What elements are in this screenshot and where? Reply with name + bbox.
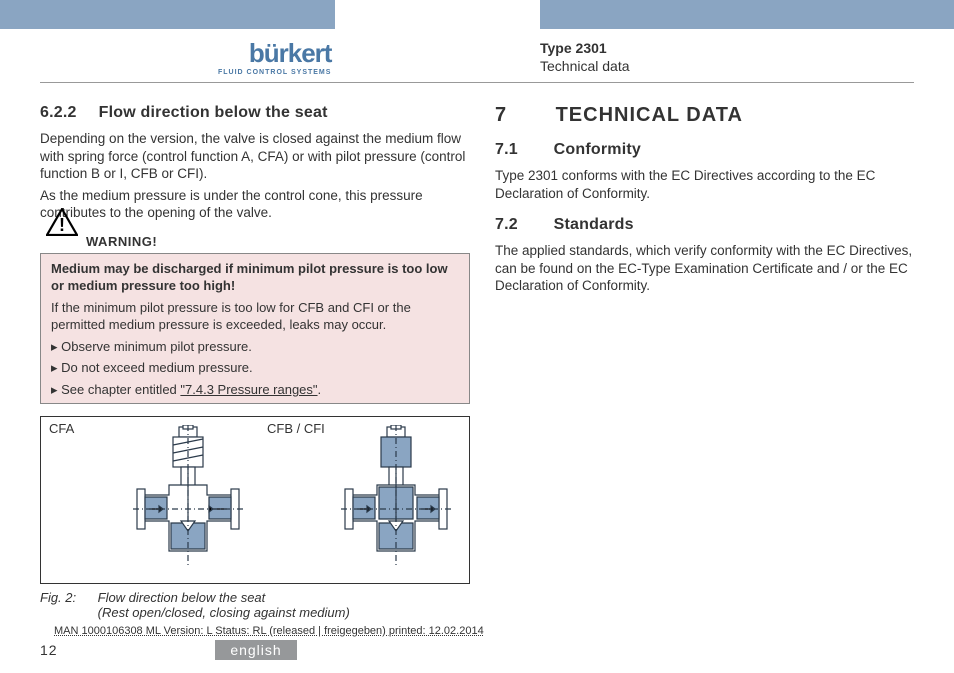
top-bar-left [0, 0, 335, 29]
logo-text: bürkert [218, 38, 331, 69]
top-bar-right [540, 0, 954, 29]
section-heading-7: 7 TECHNICAL DATA [495, 104, 925, 127]
logo: bürkert FLUID CONTROL SYSTEMS [218, 38, 331, 76]
paragraph: Depending on the version, the valve is c… [40, 130, 470, 183]
right-column: 7 TECHNICAL DATA 7.1 Conformity Type 230… [495, 104, 925, 305]
warning-heading: WARNING! [86, 234, 470, 249]
paragraph: The applied standards, which verify conf… [495, 242, 925, 295]
warning-bullet-post: . [318, 382, 322, 397]
warning-bullet: Observe minimum pilot pressure. [41, 338, 469, 360]
svg-text:!: ! [59, 215, 65, 235]
paragraph: As the medium pressure is under the cont… [40, 187, 470, 222]
section-number: 7 [495, 104, 549, 127]
footer-page-number: 12 [40, 642, 58, 658]
footer-docline: MAN 1000106308 ML Version: L Status: RL … [54, 625, 484, 637]
logo-tagline: FLUID CONTROL SYSTEMS [218, 69, 331, 76]
valve-diagram-cfa [133, 425, 243, 580]
section-number: 6.2.2 [40, 104, 94, 122]
section-heading-622: 6.2.2 Flow direction below the seat [40, 104, 470, 122]
paragraph: Type 2301 conforms with the EC Directive… [495, 167, 925, 202]
warning-text: If the minimum pilot pressure is too low… [41, 299, 469, 338]
figure-box: CFA CFB / CFI [40, 416, 470, 584]
pressure-ranges-link[interactable]: "7.4.3 Pressure ranges" [180, 382, 317, 397]
warning-box: Medium may be discharged if minimum pilo… [40, 253, 470, 404]
figure-label-cfb: CFB / CFI [267, 421, 325, 436]
warning-bullet-pre: See chapter entitled [61, 382, 180, 397]
figure-caption-line1: Flow direction below the seat [98, 590, 266, 605]
figure-caption-line2: (Rest open/closed, closing against mediu… [98, 605, 350, 620]
section-title: Standards [554, 216, 634, 233]
figure-caption: Fig. 2: Flow direction below the seat (R… [40, 590, 470, 620]
section-number: 7.2 [495, 216, 549, 234]
warning-triangle-icon: ! [46, 208, 78, 236]
section-title: Flow direction below the seat [99, 104, 328, 121]
header-subtitle: Technical data [540, 58, 630, 74]
section-title: TECHNICAL DATA [556, 104, 743, 126]
header-rule [40, 82, 914, 83]
warning-bullet: Do not exceed medium pressure. [41, 359, 469, 381]
section-heading-72: 7.2 Standards [495, 216, 925, 234]
footer-language: english [215, 640, 297, 660]
section-number: 7.1 [495, 141, 549, 159]
warning-bullet: See chapter entitled "7.4.3 Pressure ran… [41, 381, 469, 403]
warning-bold-text: Medium may be discharged if minimum pilo… [41, 254, 469, 299]
section-heading-71: 7.1 Conformity [495, 141, 925, 159]
figure-label-cfa: CFA [49, 421, 74, 436]
valve-diagram-cfb [341, 425, 451, 580]
left-column: 6.2.2 Flow direction below the seat Depe… [40, 104, 470, 620]
section-title: Conformity [554, 141, 641, 158]
header-type: Type 2301 [540, 40, 607, 56]
figure-number: Fig. 2: [40, 590, 94, 605]
